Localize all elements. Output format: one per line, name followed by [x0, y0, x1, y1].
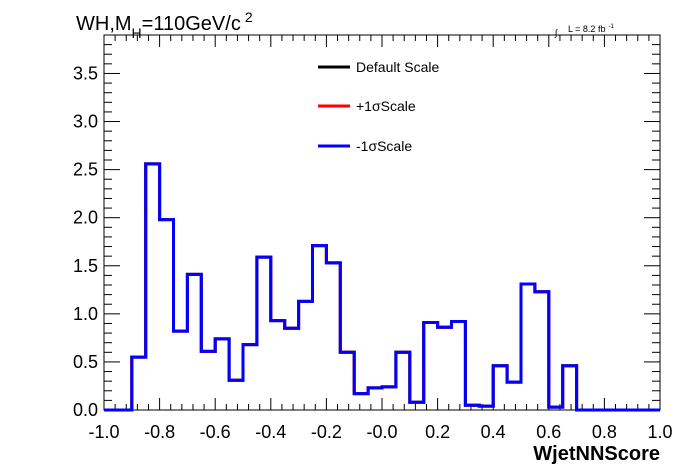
lumi-superscript: -1 — [608, 24, 614, 30]
tick-labels-group: -1.0 -0.8 -0.6 -0.4 -0.2 -0.0 0.2 0.4 0.6 0.8 1.0 0… — [73, 63, 673, 442]
legend-label-default: Default Scale — [356, 59, 439, 75]
plot-frame-group — [103, 34, 661, 411]
y-tick-label: 1.5 — [73, 256, 98, 276]
x-tick-label: -0.4 — [255, 422, 286, 442]
lumi-text: L = 8.2 fb — [568, 24, 605, 34]
lumi-integral-icon: ∫ — [554, 28, 559, 38]
y-tick-label: 2.0 — [73, 208, 98, 228]
chart-title: WH,MH=110GeV/c 2 — [76, 9, 253, 41]
lumi-label: L = 8.2 fb -1 — [568, 24, 614, 34]
x-axis-label: WjetNNScore — [533, 443, 660, 465]
x-tick-label: -0.8 — [144, 422, 175, 442]
x-tick-label: -0.0 — [366, 422, 397, 442]
title-main: WH,M — [76, 13, 132, 35]
y-tick-label: 0.5 — [73, 352, 98, 372]
x-tick-label: 0.6 — [536, 422, 561, 442]
legend-label-plus: +1σScale — [356, 98, 416, 114]
y-tick-label: 1.0 — [73, 304, 98, 324]
y-tick-label: 3.5 — [73, 63, 98, 83]
plot-frame — [103, 34, 661, 411]
series-line-2 — [104, 162, 660, 412]
y-tick-label: 2.5 — [73, 160, 98, 180]
x-tick-label: -0.2 — [311, 422, 342, 442]
x-tick-label: 0.4 — [481, 422, 506, 442]
axis-ticks-group — [103, 34, 661, 411]
title-subscript: H — [132, 25, 142, 41]
y-tick-label: 0.0 — [73, 400, 98, 420]
title-superscript: 2 — [245, 9, 253, 25]
series-group — [104, 162, 660, 412]
title-rest: =110GeV/c — [142, 13, 241, 35]
x-tick-label: 0.2 — [425, 422, 450, 442]
y-tick-label: 3.0 — [73, 112, 98, 132]
legend: Default Scale +1σScale -1σScale — [318, 59, 439, 154]
x-tick-label: 0.8 — [592, 422, 617, 442]
x-tick-label: -0.6 — [200, 422, 231, 442]
x-tick-label: -1.0 — [88, 422, 119, 442]
x-tick-label: 1.0 — [647, 422, 672, 442]
legend-label-minus: -1σScale — [356, 138, 412, 154]
